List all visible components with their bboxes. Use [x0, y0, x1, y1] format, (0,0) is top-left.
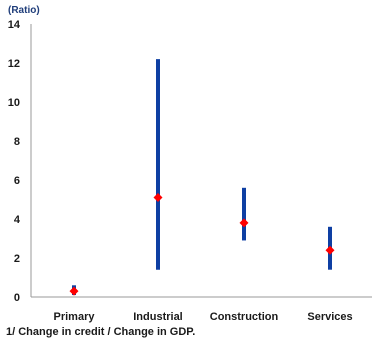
y-tick-label: 2 [14, 253, 20, 265]
y-tick-label: 0 [14, 292, 20, 304]
y-tick-label: 8 [14, 136, 20, 148]
y-tick-label: 10 [8, 97, 20, 109]
category-label: Primary [54, 311, 96, 323]
y-tick-label: 4 [14, 214, 21, 226]
footnote: 1/ Change in credit / Change in GDP. [6, 326, 196, 338]
y-tick-label: 14 [8, 19, 21, 31]
point-markers [69, 193, 335, 296]
category-label: Industrial [133, 311, 183, 323]
point-marker [69, 286, 79, 296]
y-tick-label: 6 [14, 175, 20, 187]
point-marker [153, 193, 163, 203]
range-bars [72, 59, 332, 296]
point-marker [239, 218, 249, 228]
category-label: Construction [210, 311, 279, 323]
y-unit-label: (Ratio) [8, 5, 40, 16]
category-label: Services [307, 311, 352, 323]
point-marker [325, 245, 335, 255]
y-tick-label: 12 [8, 58, 20, 70]
y-tick-labels: 0 2 4 6 8 10 12 14 [8, 19, 21, 304]
chart-axes [30, 24, 372, 298]
category-labels: Primary Industrial Construction Services [54, 311, 353, 323]
